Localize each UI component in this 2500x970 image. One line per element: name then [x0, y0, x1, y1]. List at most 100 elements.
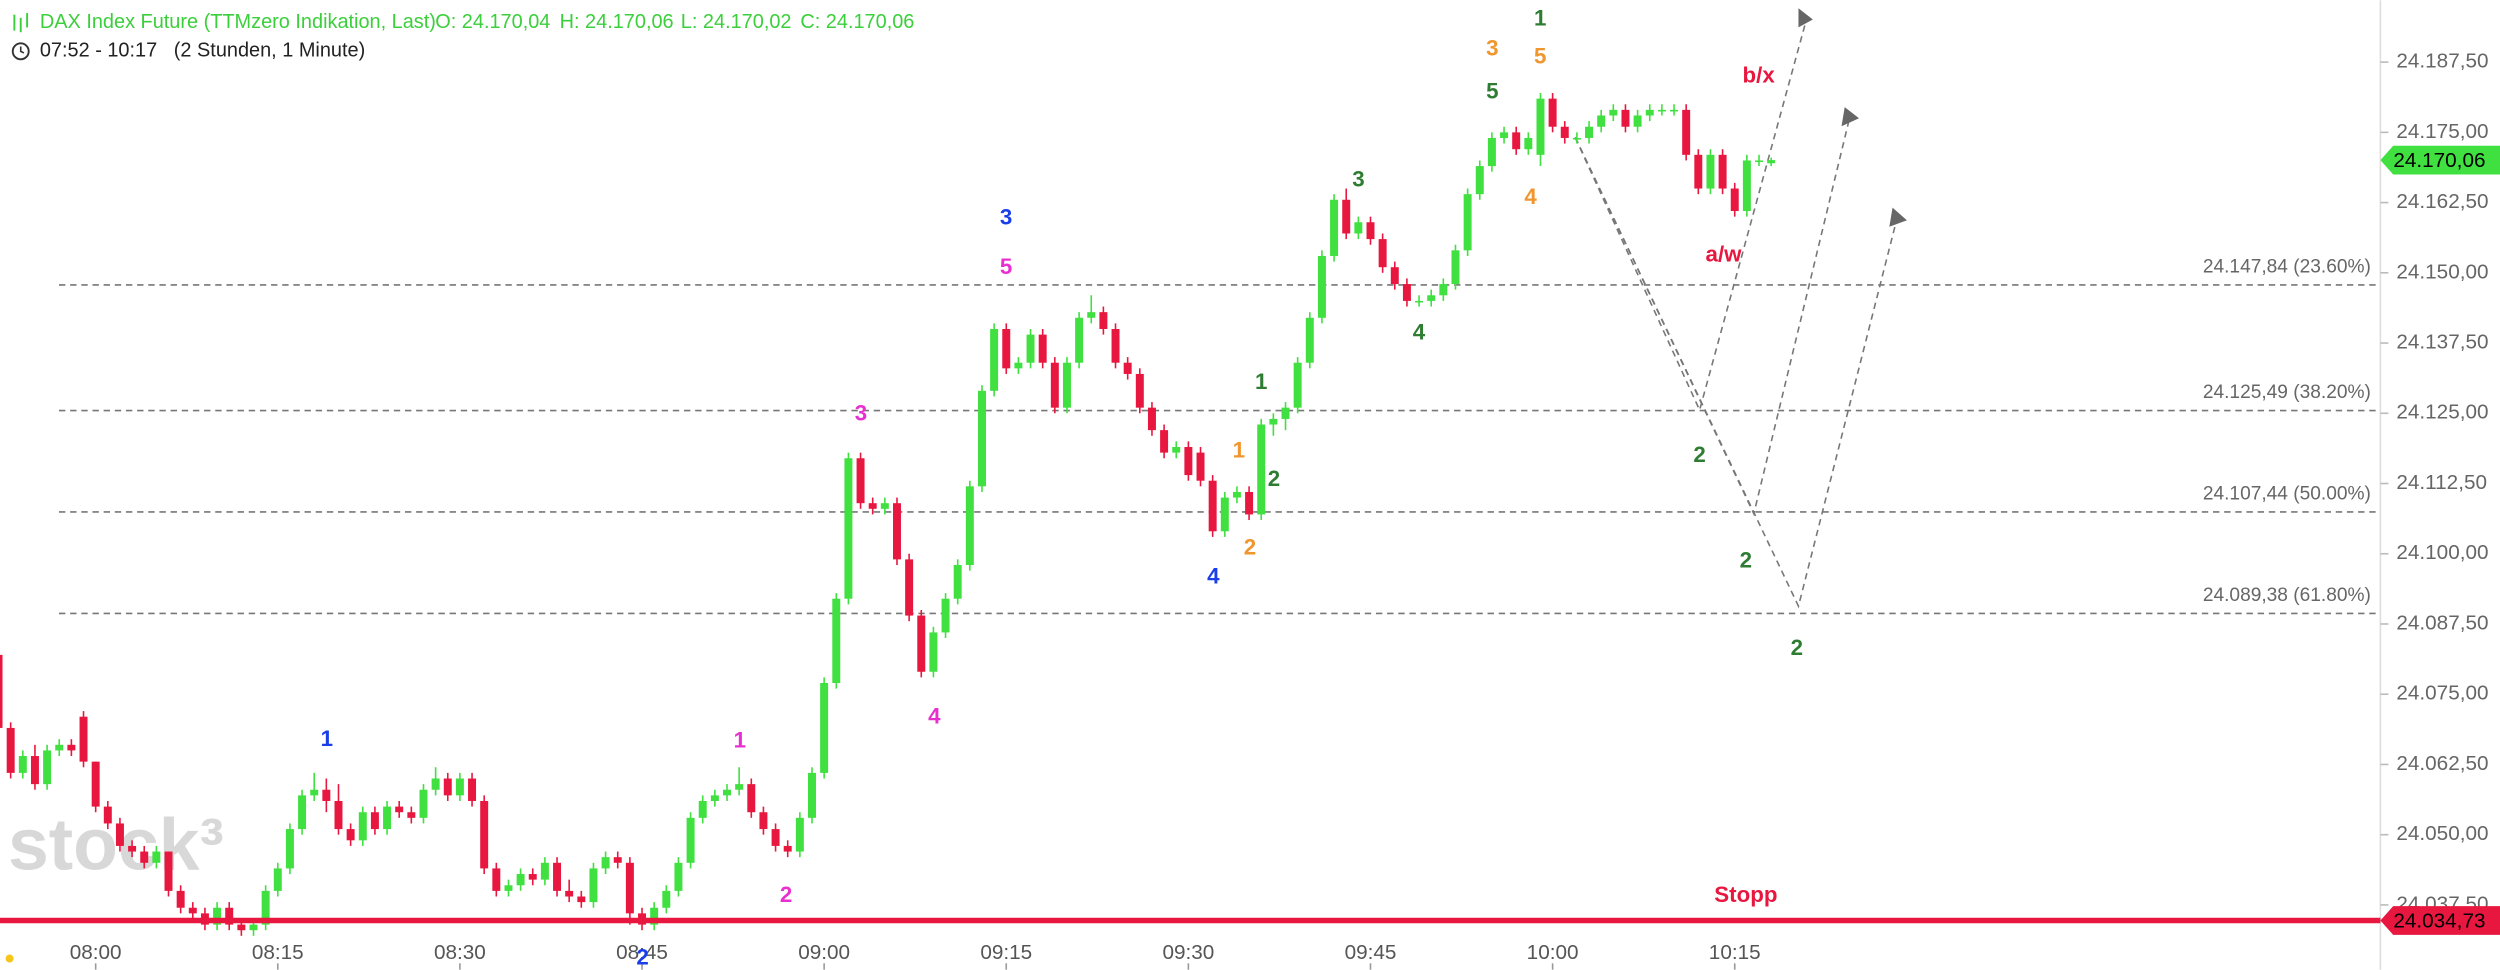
y-tick-label: 24.112,50	[2396, 471, 2487, 494]
wave-label: 1	[321, 726, 333, 751]
candle-body	[808, 772, 816, 818]
wave-label: 4	[928, 704, 941, 729]
candle-body	[795, 817, 804, 852]
candle-body	[419, 789, 428, 818]
candle-body	[334, 800, 343, 830]
wave-label: 1	[1534, 5, 1546, 30]
y-tick-label: 24.125,00	[2396, 401, 2488, 424]
wave-label: 2	[1268, 466, 1280, 491]
projection	[1574, 19, 1899, 609]
candle-body	[1633, 115, 1642, 127]
candle-body	[625, 862, 634, 914]
candle-body	[213, 907, 222, 925]
candle-body	[1390, 267, 1399, 285]
candle-body	[431, 778, 440, 790]
candle-body	[1439, 284, 1448, 296]
candle-body	[273, 868, 282, 891]
candle-body	[783, 845, 792, 852]
marker-dot	[5, 954, 14, 963]
candle-body	[1585, 126, 1594, 138]
price-tag	[2380, 906, 2500, 935]
candle-body	[1354, 222, 1363, 234]
candle-body	[18, 756, 27, 773]
candle-body	[346, 829, 355, 841]
candle-body	[30, 756, 39, 785]
candle-body	[844, 458, 853, 599]
y-tick-label: 24.075,00	[2396, 682, 2488, 705]
candle-body	[6, 727, 15, 773]
wave-label: 2	[1791, 635, 1803, 660]
candle-body	[1597, 115, 1606, 127]
candle-body	[589, 868, 598, 903]
candle-body	[1694, 154, 1703, 189]
wave-label: 3	[1000, 205, 1012, 230]
candle-body	[1621, 109, 1630, 127]
wave-label: 1	[734, 728, 746, 753]
wave-label: b/x	[1742, 63, 1775, 88]
candle-body	[55, 744, 64, 751]
candle-body	[977, 390, 986, 487]
wave-label: 2	[1693, 442, 1705, 467]
candle-body	[1572, 137, 1581, 140]
x-tick-label: 09:15	[980, 941, 1032, 964]
y-tick-label: 24.150,00	[2396, 260, 2488, 283]
candle-body	[650, 907, 659, 925]
candle-body	[1657, 109, 1666, 112]
candle-body	[1220, 497, 1229, 532]
candle-body	[965, 486, 974, 565]
candle-body	[1512, 132, 1521, 150]
candle-body	[528, 874, 537, 880]
candle-body	[1111, 329, 1120, 363]
candle-body	[990, 329, 999, 391]
wave-label: a/w	[1706, 241, 1743, 266]
candle-body	[1232, 491, 1241, 498]
candle-body	[759, 812, 768, 830]
candle-body	[443, 778, 452, 796]
candle-body	[1147, 407, 1156, 431]
candle-body	[771, 829, 780, 846]
candle-body	[1038, 334, 1047, 363]
candle-body	[1427, 295, 1436, 301]
candle-body	[577, 896, 586, 903]
y-tick-label: 24.087,50	[2396, 611, 2488, 634]
candle-body	[1002, 329, 1011, 369]
candle-body	[1475, 166, 1484, 195]
candle-body	[1718, 154, 1727, 189]
candle-body	[1050, 362, 1059, 408]
fib-label: 24.089,38 (61.80%)	[2203, 585, 2371, 606]
time-range: 07:52 - 10:17	[40, 40, 157, 62]
candle-body	[285, 829, 294, 869]
price-tag-label: 24.034,73	[2393, 910, 2485, 933]
candle-body	[905, 559, 914, 616]
wave-label: 2	[1740, 547, 1752, 572]
x-tick-label: 08:45	[616, 941, 668, 964]
wave-label: 4	[1413, 319, 1426, 344]
candle-body	[1245, 491, 1254, 515]
candle-body	[1730, 188, 1739, 212]
candle-body	[1269, 418, 1278, 425]
candle-body	[43, 750, 52, 785]
candle-body	[225, 907, 234, 925]
candle-body	[540, 862, 549, 880]
candle-body	[188, 907, 197, 914]
candle-body	[1366, 222, 1375, 240]
candle-body	[1742, 160, 1751, 212]
projection-path	[1574, 137, 1899, 609]
candle-body	[395, 806, 404, 813]
candle-body	[79, 716, 88, 762]
candle-body	[1378, 239, 1387, 268]
candle-body	[1196, 452, 1205, 481]
candle-body	[917, 615, 926, 672]
candle-body	[1062, 362, 1071, 408]
fib-label: 24.107,44 (50.00%)	[2203, 483, 2371, 504]
candle-body	[747, 784, 756, 813]
candle-body	[1706, 154, 1715, 189]
ohlc-header: H: 24.170,06	[560, 11, 674, 33]
candle-body	[261, 890, 270, 925]
candle-body	[1755, 160, 1764, 163]
candle-body	[1135, 373, 1144, 408]
y-tick-label: 24.137,50	[2396, 331, 2488, 354]
